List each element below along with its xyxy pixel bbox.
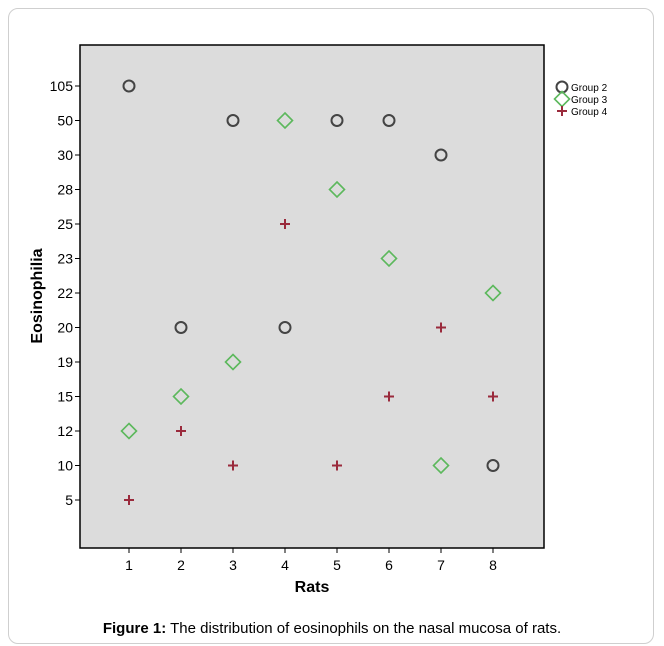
legend-group-3-symbol (553, 90, 571, 108)
y-axis-title: Eosinophilia (29, 248, 46, 343)
plot-area (79, 44, 545, 549)
group-3-point (172, 387, 190, 406)
x-tick-label: 2 (177, 557, 185, 573)
y-tick-label: 10 (57, 458, 73, 474)
group-3-point (120, 422, 138, 440)
group-4-point (384, 391, 394, 402)
y-tick-label: 5 (65, 492, 73, 508)
group-3-point (328, 180, 346, 199)
legend-group-4-symbol (557, 106, 567, 116)
y-tick-label: 20 (57, 320, 73, 336)
group-3-point (380, 249, 398, 268)
y-tick-label: 30 (57, 147, 73, 163)
group-4-point (436, 322, 446, 333)
y-tick-label: 12 (57, 423, 73, 439)
x-tick-label: 6 (385, 557, 393, 573)
y-tick-label: 50 (57, 113, 73, 129)
group-2-point (434, 148, 448, 162)
x-tick-label: 4 (281, 557, 289, 573)
y-axis: 5 10 12 15 19 20 22 23 25 28 30 50 105 (50, 78, 80, 508)
caption-label: Figure 1: (102, 620, 167, 637)
group-2-point (382, 114, 396, 127)
y-tick-label: 23 (57, 251, 73, 267)
x-axis: 1 2 3 4 5 6 7 8 (125, 548, 497, 573)
group-3-point (432, 456, 450, 475)
group-4-point (488, 391, 498, 402)
y-tick-label: 28 (57, 182, 73, 198)
y-tick-label: 25 (57, 216, 73, 232)
data-points (120, 79, 502, 505)
group-2-point (122, 79, 136, 93)
group-4-point (176, 426, 186, 436)
x-tick-label: 5 (333, 557, 341, 573)
group-2-point (330, 114, 344, 127)
legend-group-2-label: Group 2 (571, 83, 608, 94)
figure-caption: Figure 1: The distribution of eosinophil… (0, 620, 664, 637)
y-tick-label: 15 (57, 389, 73, 405)
y-tick-label: 105 (50, 78, 74, 94)
y-tick-label: 22 (57, 285, 73, 301)
x-axis-title: Rats (295, 579, 330, 596)
caption-text: The distribution of eosinophils on the n… (166, 620, 562, 637)
group-4-point (228, 460, 238, 471)
group-4-point (280, 219, 290, 229)
group-2-point (226, 114, 240, 127)
y-tick-label: 19 (57, 354, 73, 370)
group-3-point (224, 353, 242, 371)
group-4-point (124, 495, 134, 505)
x-tick-label: 7 (437, 557, 445, 573)
legend-group-3-label: Group 3 (571, 95, 608, 106)
x-tick-label: 3 (229, 557, 237, 573)
legend-group-4-label: Group 4 (571, 107, 608, 118)
group-2-point (278, 321, 292, 334)
group-3-point (484, 284, 502, 302)
group-4-point (332, 460, 342, 471)
group-2-point (174, 321, 188, 334)
group-2-point (486, 459, 500, 472)
x-tick-label: 1 (125, 557, 133, 573)
x-tick-label: 8 (489, 557, 497, 573)
group-3-point (276, 111, 294, 130)
